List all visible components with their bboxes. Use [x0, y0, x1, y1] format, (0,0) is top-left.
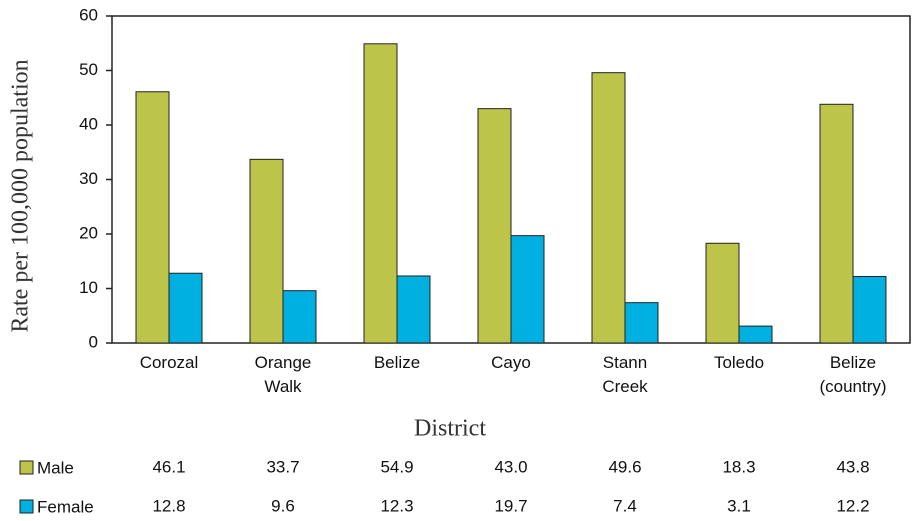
table-value: 46.1	[152, 457, 185, 476]
legend-label: Male	[37, 458, 74, 477]
legend-swatch	[19, 499, 34, 514]
x-axis-label: District	[414, 416, 486, 442]
table-value: 54.9	[380, 457, 413, 476]
bar	[396, 275, 431, 344]
bar	[705, 242, 740, 344]
table-value: 19.7	[494, 496, 527, 515]
bar	[738, 325, 773, 344]
bar	[591, 72, 626, 344]
x-tick-label: Belize	[373, 353, 421, 372]
table-value: 18.3	[722, 457, 755, 476]
table-value: 9.6	[271, 496, 295, 515]
table-value: 33.7	[266, 457, 299, 476]
y-tick-label: 0	[89, 332, 98, 351]
y-tick-label: 50	[79, 60, 98, 79]
x-tick-label: Toledo	[713, 353, 765, 372]
table-value: 43.0	[494, 457, 527, 476]
y-tick-label: 30	[79, 169, 98, 188]
bar	[852, 276, 887, 344]
x-tick-label: Cayo	[491, 353, 531, 372]
bar	[510, 235, 545, 344]
bar	[819, 103, 854, 344]
legend-swatch	[19, 460, 34, 475]
y-tick-label: 40	[79, 114, 98, 133]
bar	[135, 91, 170, 344]
table-value: 43.8	[836, 457, 869, 476]
table-value: 49.6	[608, 457, 641, 476]
table-value: 7.4	[613, 496, 637, 515]
table-value: 12.8	[152, 496, 185, 515]
table-value: 3.1	[727, 496, 751, 515]
x-tick-label: Belize (country)	[819, 353, 887, 396]
x-tick-label: Orange Walk	[254, 353, 312, 396]
bar	[624, 302, 659, 344]
table-value: 12.2	[836, 496, 869, 515]
bar	[282, 290, 317, 344]
bar	[249, 158, 284, 344]
y-axis-label: Rate per 100,000 population	[8, 59, 34, 332]
bar	[477, 108, 512, 344]
y-tick-label: 20	[79, 223, 98, 242]
x-tick-label: Corozal	[139, 353, 199, 372]
y-tick-label: 60	[79, 5, 98, 24]
legend-label: Female	[37, 497, 94, 516]
y-tick-label: 10	[79, 278, 98, 297]
bar	[363, 43, 398, 344]
bar	[168, 272, 203, 344]
table-value: 12.3	[380, 496, 413, 515]
x-tick-label: Stann Creek	[602, 353, 648, 396]
